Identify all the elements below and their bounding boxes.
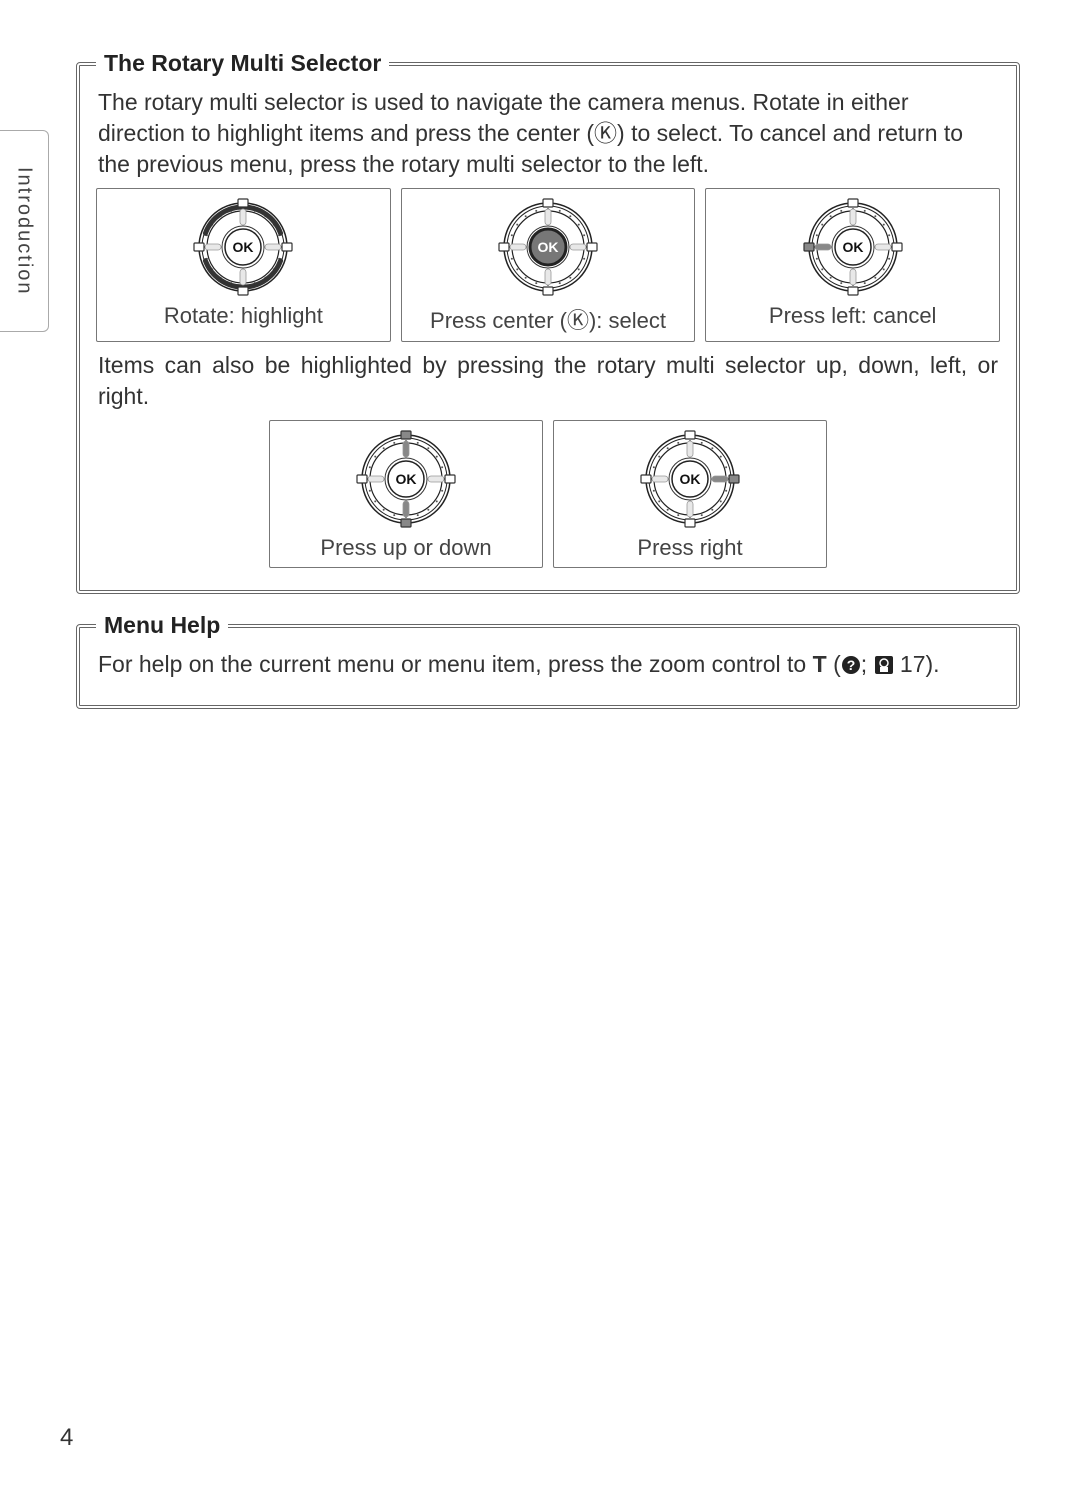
dial-updown: OK [346, 429, 466, 529]
svg-text:OK: OK [538, 239, 559, 255]
dial-row-1: OK Rotate: highlight OK Press center (Ⓚ)… [96, 188, 1000, 342]
dial-cell-updown: OK Press up or down [269, 420, 543, 568]
section-rotary-selector: The Rotary Multi Selector The rotary mul… [76, 50, 1020, 594]
page-ref-icon [874, 652, 894, 683]
caption-right: Press right [637, 535, 742, 561]
caption-rotate: Rotate: highlight [164, 303, 323, 329]
caption-center: Press center (Ⓚ): select [430, 303, 666, 335]
dial-rotate: OK [183, 197, 303, 297]
dial-cell-rotate: OK Rotate: highlight [96, 188, 391, 342]
caption-left: Press left: cancel [769, 303, 937, 329]
dial-center: OK [488, 197, 608, 297]
rotary-mid-text: Items can also be highlighted by pressin… [98, 350, 998, 412]
section-menu-help: Menu Help For help on the current menu o… [76, 612, 1020, 709]
rotary-intro-text: The rotary multi selector is used to nav… [98, 87, 998, 180]
dial-row-2: OK Press up or down OK Press right [96, 420, 1000, 568]
help-icon: ? [841, 652, 861, 683]
section-title-rotary: The Rotary Multi Selector [96, 50, 389, 77]
dial-cell-right: OK Press right [553, 420, 827, 568]
side-tab-label: Introduction [13, 167, 36, 296]
dial-left: OK [793, 197, 913, 297]
svg-text:OK: OK [396, 471, 417, 487]
dial-cell-left: OK Press left: cancel [705, 188, 1000, 342]
side-tab-introduction: Introduction [0, 130, 49, 332]
svg-text:OK: OK [842, 239, 863, 255]
dial-right: OK [630, 429, 750, 529]
page-number: 4 [60, 1424, 73, 1452]
manual-page: Introduction The Rotary Multi Selector T… [0, 0, 1080, 1486]
section-title-menu-help: Menu Help [96, 612, 228, 639]
svg-text:OK: OK [233, 239, 254, 255]
svg-text:OK: OK [680, 471, 701, 487]
menu-help-text: For help on the current menu or menu ite… [98, 649, 998, 683]
caption-updown: Press up or down [320, 535, 491, 561]
svg-text:?: ? [846, 657, 855, 673]
dial-cell-center: OK Press center (Ⓚ): select [401, 188, 696, 342]
